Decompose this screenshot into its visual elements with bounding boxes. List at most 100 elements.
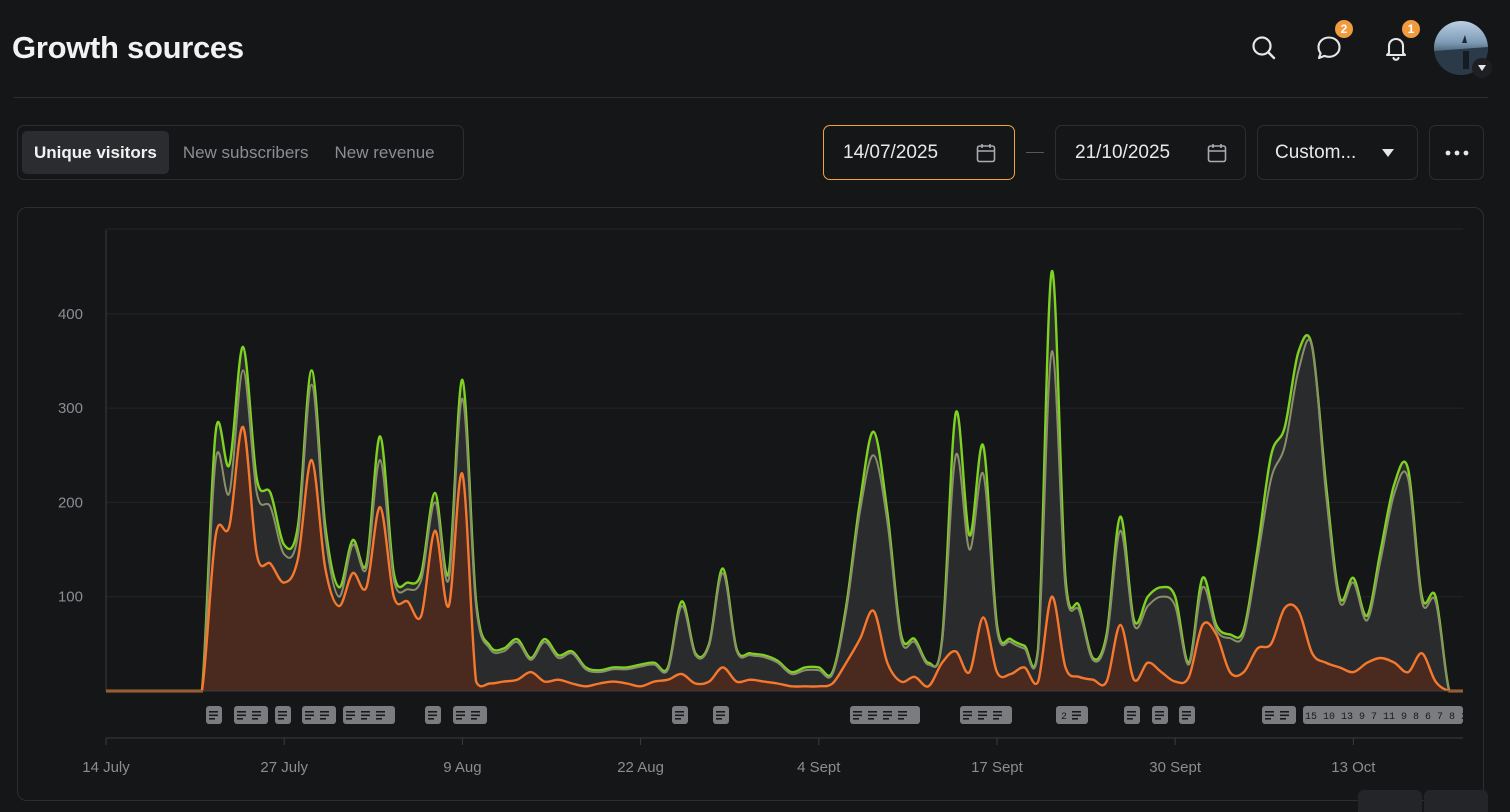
x-tick-label: 27 July — [260, 759, 308, 776]
x-tick-label: 22 Aug — [617, 759, 664, 776]
post-icon-line — [361, 714, 370, 717]
theme-toggle-button[interactable] — [1358, 790, 1422, 812]
page-title: Growth sources — [12, 30, 244, 65]
post-icon-line — [1155, 711, 1164, 713]
post-icon-line — [993, 711, 1002, 713]
post-icon-line — [993, 714, 1002, 717]
post-icon-line — [1280, 718, 1286, 720]
post-icon-line — [1265, 714, 1274, 717]
post-icon-line — [868, 714, 877, 717]
ellipsis-icon — [1445, 150, 1468, 155]
date-range-separator — [1026, 152, 1044, 153]
post-icon-line — [209, 714, 218, 717]
post-icon-line — [252, 718, 258, 720]
avatar-menu-caret[interactable] — [1472, 58, 1492, 78]
post-icon-line — [471, 714, 480, 717]
series-area-0 — [106, 271, 1463, 691]
post-marker-count-text: 2 — [1061, 712, 1067, 723]
post-icon-line — [1155, 714, 1164, 717]
post-annotations: 2 15 10 13 9 7 11 9 8 6 7 8 2 — [206, 706, 1467, 724]
x-tick-label: 17 Sept — [971, 759, 1024, 776]
post-icon-line — [978, 711, 987, 713]
messages-badge: 2 — [1333, 18, 1355, 40]
y-tick-labels: 100 200 300 400 — [58, 306, 83, 606]
post-icon-line — [209, 711, 218, 713]
post-icon-line — [963, 718, 969, 720]
post-icon-line — [237, 711, 246, 713]
growth-chart[interactable]: 100 200 300 400 2 15 10 13 9 7 11 9 8 6 7 8 … — [17, 207, 1484, 801]
post-icon-line — [883, 714, 892, 717]
post-icon-line — [252, 714, 261, 717]
end-date-value: 21/10/2025 — [1075, 141, 1171, 163]
post-icon-line — [883, 718, 889, 720]
y-tick-label: 100 — [58, 589, 83, 606]
post-icon-line — [675, 711, 684, 713]
x-tick-labels: 14 July 27 July 9 Aug 22 Aug 4 Sept 17 Sept 30… — [82, 738, 1376, 776]
more-options-button[interactable] — [1429, 125, 1484, 180]
calendar-icon — [1207, 143, 1227, 162]
search-button[interactable] — [1244, 28, 1284, 68]
post-icon-line — [963, 711, 972, 713]
post-icon-line — [471, 718, 477, 720]
header-divider — [14, 97, 1488, 98]
x-tick-label: 4 Sept — [797, 759, 841, 776]
post-icon-line — [898, 714, 907, 717]
post-icon-line — [428, 711, 437, 713]
post-icon-line — [898, 711, 907, 713]
post-icon-line — [868, 711, 877, 713]
x-tick-label: 13 Oct — [1331, 759, 1376, 776]
metric-tabs: Unique visitors New subscribers New reve… — [17, 125, 464, 180]
end-date-input[interactable]: 21/10/2025 — [1055, 125, 1246, 180]
post-icon-line — [1127, 718, 1133, 720]
x-tick-label: 9 Aug — [443, 759, 481, 776]
chat-bubble-icon — [1317, 36, 1341, 60]
start-date-input[interactable]: 14/07/2025 — [823, 125, 1015, 180]
start-date-value: 14/07/2025 — [843, 141, 939, 163]
post-icon-line — [278, 714, 287, 717]
post-icon-line — [237, 714, 246, 717]
history-button[interactable] — [1424, 790, 1488, 812]
post-icon-line — [320, 711, 329, 713]
post-icon-line — [346, 714, 355, 717]
bell-icon — [1385, 37, 1407, 61]
post-icon-line — [305, 714, 314, 717]
tab-new-subscribers[interactable]: New subscribers — [182, 142, 309, 162]
post-icon-line — [883, 711, 892, 713]
x-tick-label: 14 July — [82, 759, 130, 776]
range-preset-value: Custom... — [1275, 141, 1357, 163]
post-icon-line — [346, 711, 355, 713]
post-icon-line — [305, 711, 314, 713]
post-icon-line — [1265, 718, 1271, 720]
calendar-icon — [976, 143, 996, 162]
post-icon-line — [1182, 714, 1191, 717]
post-icon-line — [716, 711, 725, 713]
post-icon-line — [456, 711, 465, 713]
post-icon-line — [209, 718, 215, 720]
post-icon-line — [1072, 714, 1081, 717]
post-icon-line — [428, 714, 437, 717]
post-icon-line — [346, 718, 352, 720]
series-area-2 — [106, 426, 1463, 691]
series-line-1 — [105, 338, 1463, 693]
post-icon-line — [898, 718, 904, 720]
post-icon-line — [376, 718, 382, 720]
post-icon-line — [305, 718, 311, 720]
post-icon-line — [237, 718, 243, 720]
post-icon-line — [978, 718, 984, 720]
series-line-0 — [105, 270, 1463, 693]
tab-unique-visitors[interactable]: Unique visitors — [22, 131, 169, 174]
post-icon-line — [1280, 714, 1289, 717]
post-marker-cluster — [1303, 706, 1463, 724]
growth-chart-card: 100 200 300 400 2 15 10 13 9 7 11 9 8 6 7 8 … — [17, 207, 1484, 801]
post-icon-line — [320, 718, 326, 720]
range-preset-select[interactable]: Custom... — [1257, 125, 1418, 180]
messages-button[interactable]: 2 — [1309, 18, 1355, 68]
post-icon-line — [716, 714, 725, 717]
post-icon-line — [853, 711, 862, 713]
tab-new-revenue[interactable]: New revenue — [334, 142, 435, 162]
notifications-button[interactable]: 1 — [1376, 18, 1422, 68]
post-icon-line — [716, 718, 722, 720]
post-icon-line — [278, 718, 284, 720]
post-icon-line — [361, 718, 367, 720]
post-icon-line — [376, 711, 385, 713]
